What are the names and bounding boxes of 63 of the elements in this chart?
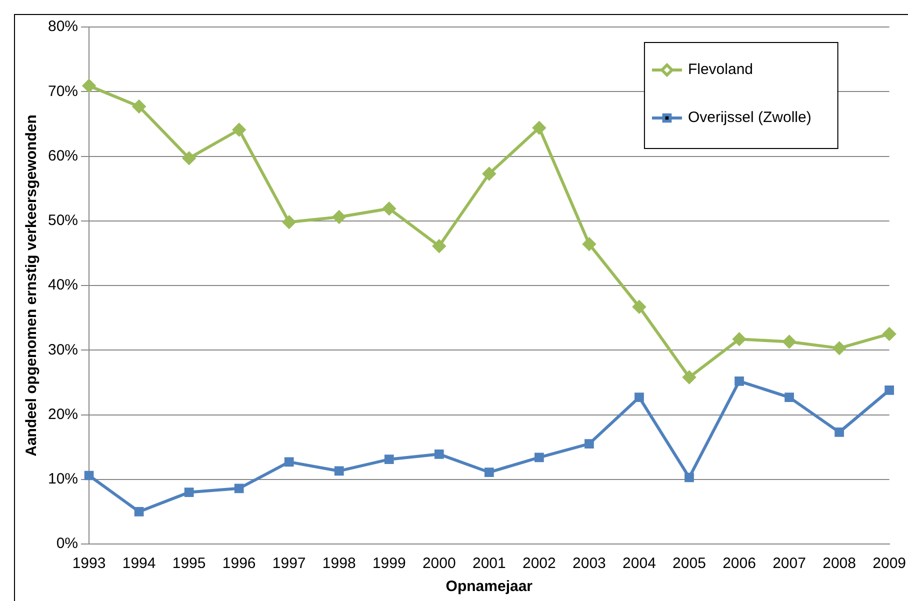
y-axis-title: Aandeel opgenomen ernstig verkeersgewonden	[23, 114, 40, 456]
x-tick-label: 1995	[172, 555, 206, 572]
point	[134, 507, 144, 516]
y-tick-label: 30%	[48, 341, 78, 358]
y-tick-label: 0%	[56, 535, 78, 552]
point	[782, 335, 796, 348]
point	[484, 468, 494, 477]
point	[684, 472, 694, 482]
x-axis-title: Opnamejaar	[446, 578, 533, 596]
point	[482, 167, 496, 180]
x-tick-label: 1997	[272, 555, 306, 572]
point	[532, 121, 546, 134]
y-tick-label: 40%	[48, 276, 78, 294]
x-tick-label: 1994	[122, 555, 156, 572]
point	[734, 376, 744, 386]
point	[384, 454, 394, 464]
point	[784, 392, 794, 402]
point	[634, 392, 644, 402]
point	[234, 484, 244, 494]
x-tick-label: 1996	[222, 555, 256, 572]
y-tick-label: 80%	[48, 18, 78, 36]
x-tick-label: 2000	[422, 555, 456, 572]
point	[184, 488, 194, 497]
point	[584, 439, 594, 449]
y-tick-label: 70%	[48, 82, 78, 100]
point	[434, 449, 444, 459]
point	[534, 452, 544, 462]
y-tick-label: 50%	[48, 212, 78, 230]
point	[132, 100, 146, 113]
x-tick-label: 2008	[822, 555, 856, 572]
x-tick-label: 2006	[722, 555, 756, 572]
point	[632, 300, 646, 314]
legend-label: Flevoland	[688, 61, 754, 78]
point	[332, 210, 346, 224]
x-tick-label: 2007	[772, 555, 806, 572]
point	[182, 152, 196, 165]
point	[832, 342, 846, 355]
point	[382, 202, 396, 216]
x-tick-label: 1998	[322, 555, 356, 572]
x-tick-label: 2002	[522, 555, 556, 572]
y-tick-label: 10%	[48, 470, 78, 488]
y-tick-label: 60%	[48, 147, 78, 164]
x-tick-label: 2004	[622, 555, 656, 572]
legend-label: Overijssel (Zwolle)	[688, 109, 812, 126]
x-tick-label: 2003	[572, 555, 606, 572]
x-tick-label: 2001	[472, 555, 506, 572]
point	[284, 457, 294, 467]
point	[282, 216, 296, 229]
point	[582, 238, 596, 251]
point	[834, 428, 844, 437]
y-tick-label: 20%	[48, 406, 78, 423]
point	[334, 466, 344, 476]
x-tick-label: 2005	[672, 555, 706, 572]
x-tick-label: 2009	[872, 555, 906, 572]
point	[682, 370, 696, 384]
x-tick-label: 1999	[372, 555, 406, 572]
point	[882, 327, 896, 340]
point	[432, 240, 446, 253]
point	[84, 470, 94, 480]
point	[884, 386, 894, 395]
x-tick-label: 1993	[72, 555, 106, 572]
point	[732, 332, 746, 346]
point	[232, 123, 246, 136]
